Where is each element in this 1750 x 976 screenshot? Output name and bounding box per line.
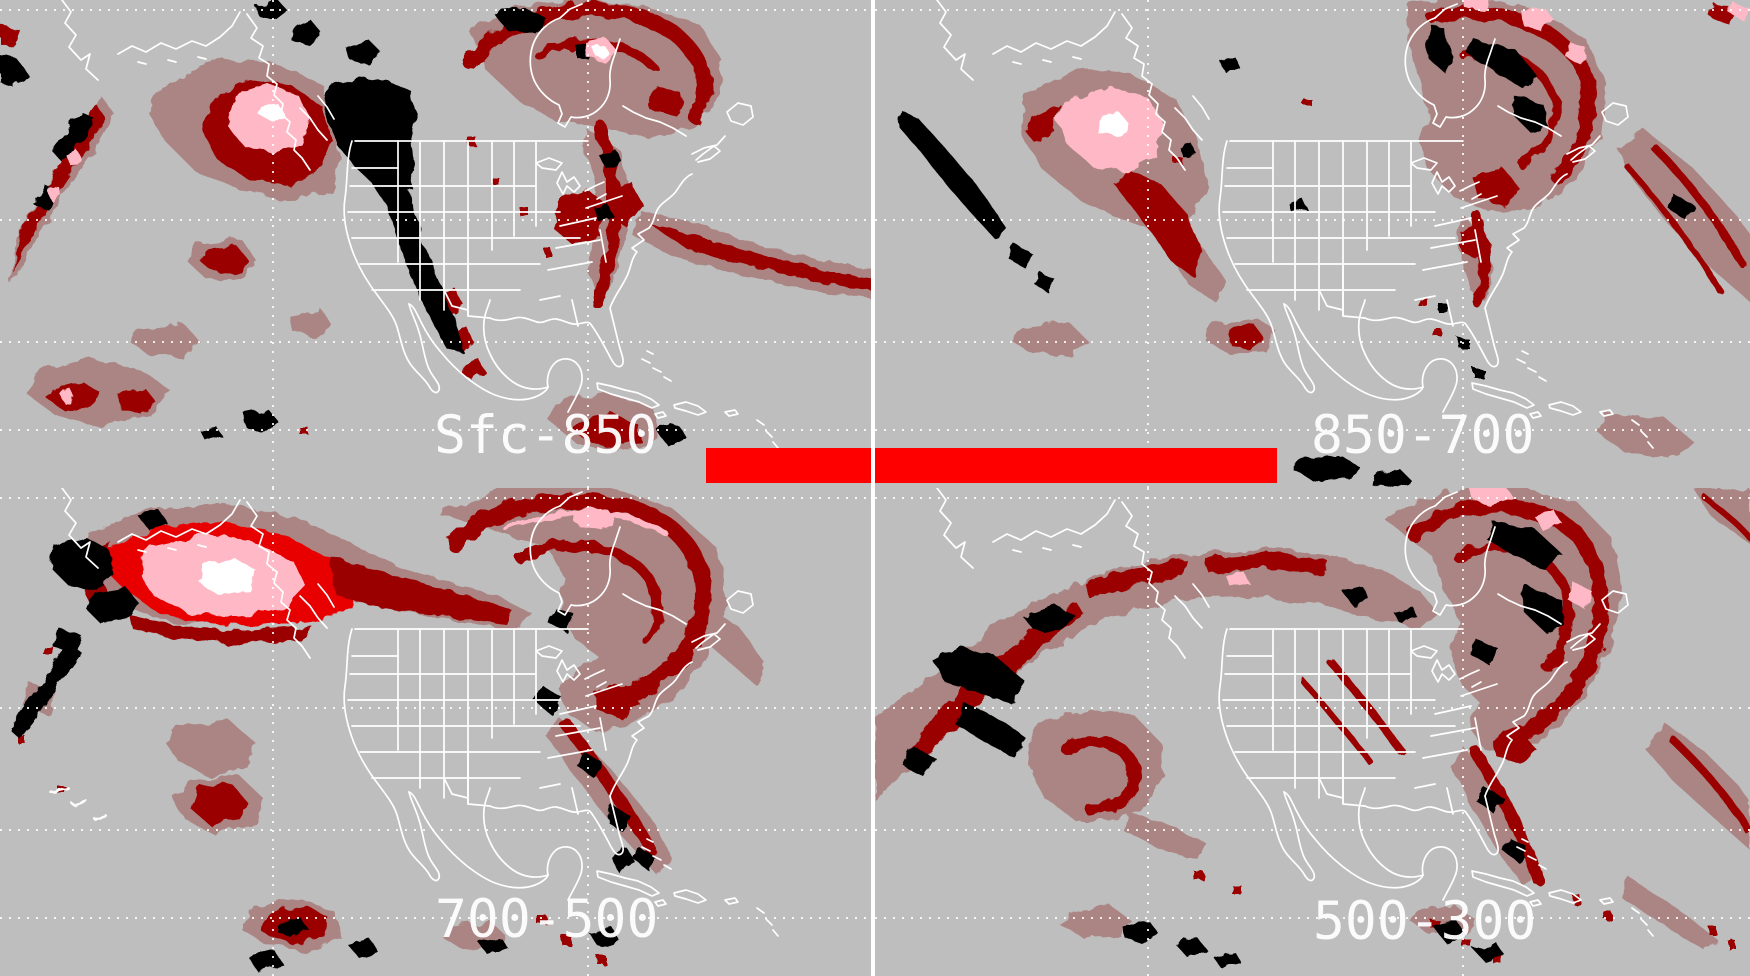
panel-label-sfc-850: Sfc-850: [434, 405, 658, 466]
panel-label-500-300: 500-300: [1313, 891, 1537, 952]
panel-label-850-700: 850-700: [1311, 405, 1535, 466]
status-banner: Using Satellite Clima at: 202519422: [706, 448, 1277, 483]
panel-label-700-500: 700-500: [435, 889, 659, 950]
panel-divider: [871, 0, 875, 976]
